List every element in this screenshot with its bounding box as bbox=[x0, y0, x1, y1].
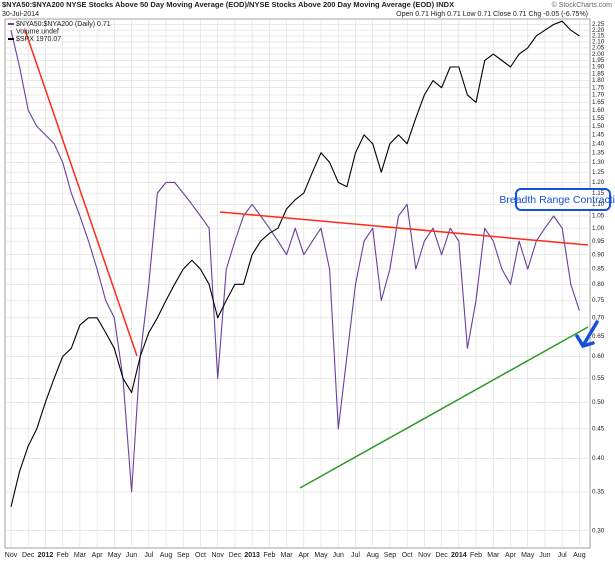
y-tick-label: 0.75 bbox=[592, 297, 605, 304]
x-tick-label: Apr bbox=[298, 552, 310, 559]
y-tick-label: 1.70 bbox=[592, 92, 605, 99]
x-tick-label: Oct bbox=[195, 552, 206, 559]
y-tick-label: 0.90 bbox=[592, 251, 605, 258]
x-tick-label: Jul bbox=[144, 552, 153, 559]
y-tick-label: 0.60 bbox=[592, 353, 605, 360]
y-tick-label: 1.35 bbox=[592, 150, 605, 157]
y-tick-label: 2.10 bbox=[592, 39, 605, 46]
y-tick-label: 0.70 bbox=[592, 314, 605, 321]
trend-line bbox=[24, 29, 138, 357]
x-tick-label: Aug bbox=[366, 552, 379, 559]
x-tick-label: Aug bbox=[160, 552, 173, 559]
y-tick-label: 2.00 bbox=[592, 51, 605, 58]
y-tick-label: 0.40 bbox=[592, 455, 605, 462]
y-tick-label: 1.05 bbox=[592, 213, 605, 220]
series-line bbox=[10, 20, 580, 507]
y-tick-label: 2.05 bbox=[592, 45, 605, 52]
y-tick-label: 1.50 bbox=[592, 123, 605, 130]
y-tick-label: 1.30 bbox=[592, 159, 605, 166]
y-tick-label: 0.50 bbox=[592, 399, 605, 406]
x-tick-label: Nov bbox=[418, 552, 431, 559]
x-tick-label: Feb bbox=[263, 552, 275, 559]
x-tick-label: Dec bbox=[435, 552, 448, 559]
x-tick-label: Mar bbox=[74, 552, 87, 559]
y-tick-label: 1.85 bbox=[592, 70, 605, 77]
y-tick-label: 0.45 bbox=[592, 425, 605, 432]
x-tick-label: Jul bbox=[558, 552, 567, 559]
x-tick-label: Apr bbox=[92, 552, 104, 559]
x-tick-label: Nov bbox=[211, 552, 224, 559]
y-tick-label: 1.25 bbox=[592, 169, 605, 176]
y-tick-label: 1.75 bbox=[592, 84, 605, 91]
x-tick-label: May bbox=[521, 552, 535, 559]
y-tick-label: 1.10 bbox=[592, 201, 605, 208]
x-tick-label: Nov bbox=[5, 552, 18, 559]
y-tick-label: 1.55 bbox=[592, 115, 605, 122]
x-tick-label: Jun bbox=[539, 552, 550, 559]
grid bbox=[5, 19, 590, 548]
y-tick-label: 1.00 bbox=[592, 225, 605, 232]
annotation-box bbox=[515, 188, 611, 211]
y-tick-label: 1.40 bbox=[592, 140, 605, 147]
x-tick-label: Dec bbox=[22, 552, 35, 559]
x-tick-label: Jun bbox=[333, 552, 344, 559]
x-tick-label: 2013 bbox=[244, 552, 260, 559]
x-tick-label: Feb bbox=[57, 552, 69, 559]
y-tick-label: 2.20 bbox=[592, 27, 605, 34]
y-tick-label: 2.15 bbox=[592, 33, 605, 40]
x-tick-label: May bbox=[108, 552, 122, 559]
y-tick-label: 0.80 bbox=[592, 281, 605, 288]
chart-date: 30-Jul-2014 bbox=[2, 11, 39, 18]
trend-line bbox=[299, 326, 589, 489]
x-tick-label: Mar bbox=[281, 552, 294, 559]
y-tick-label: 0.30 bbox=[592, 527, 605, 534]
x-tick-label: 2012 bbox=[38, 552, 54, 559]
y-tick-label: 0.35 bbox=[592, 489, 605, 496]
x-tick-label: Oct bbox=[402, 552, 413, 559]
y-tick-label: 1.60 bbox=[592, 107, 605, 114]
legend-label: $NYA50:$NYA200 (Daily) 0.71 bbox=[16, 21, 111, 28]
plot-frame bbox=[4, 18, 591, 549]
arrow bbox=[575, 320, 599, 349]
y-tick-label: 1.80 bbox=[592, 77, 605, 84]
x-tick-label: 2014 bbox=[451, 552, 467, 559]
x-tick-label: Aug bbox=[573, 552, 586, 559]
y-tick-label: 1.65 bbox=[592, 99, 605, 106]
y-tick-label: 1.15 bbox=[592, 190, 605, 197]
y-tick-label: 0.65 bbox=[592, 333, 605, 340]
chart-title: $NYA50:$NYA200 NYSE Stocks Above 50 Day … bbox=[2, 0, 454, 9]
y-tick-label: 1.95 bbox=[592, 57, 605, 64]
y-tick-label: 0.85 bbox=[592, 266, 605, 273]
y-tick-label: 1.45 bbox=[592, 132, 605, 139]
x-tick-label: Jul bbox=[351, 552, 360, 559]
x-tick-label: Sep bbox=[177, 552, 190, 559]
y-tick-label: 2.25 bbox=[592, 21, 605, 28]
x-tick-label: Feb bbox=[470, 552, 482, 559]
volume-note: Volume undef bbox=[16, 28, 59, 35]
annotation: Breadth Range Contracting bbox=[499, 194, 615, 206]
lines bbox=[10, 20, 580, 507]
x-tick-label: Jun bbox=[126, 552, 137, 559]
x-tick-label: Dec bbox=[229, 552, 242, 559]
x-tick-label: Apr bbox=[505, 552, 517, 559]
y-tick-label: 0.95 bbox=[592, 238, 605, 245]
legend-label: $SPX 1970.07 bbox=[16, 36, 61, 43]
x-tick-label: Mar bbox=[487, 552, 500, 559]
y-tick-label: 1.90 bbox=[592, 64, 605, 71]
x-tick-label: May bbox=[314, 552, 328, 559]
trend-line bbox=[219, 211, 589, 246]
x-tick-label: Sep bbox=[384, 552, 397, 559]
series-line bbox=[10, 30, 580, 493]
quote: Open 0.71 High 0.71 Low 0.71 Close 0.71 … bbox=[396, 11, 588, 18]
y-tick-label: 0.55 bbox=[592, 375, 605, 382]
y-tick-label: 1.20 bbox=[592, 179, 605, 186]
source: © StockCharts.com bbox=[552, 1, 613, 9]
